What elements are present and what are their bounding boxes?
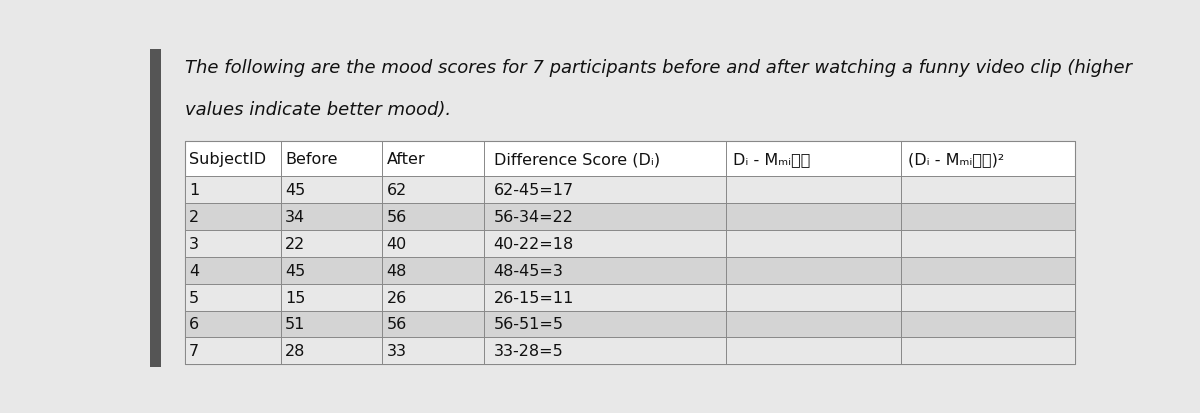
Text: 48: 48	[386, 263, 407, 278]
Text: The following are the mood scores for 7 participants before and after watching a: The following are the mood scores for 7 …	[185, 59, 1133, 77]
Text: 56-34=22: 56-34=22	[493, 209, 574, 224]
Text: 62-45=17: 62-45=17	[493, 183, 574, 197]
Bar	[185, 311, 1075, 337]
Text: 15: 15	[286, 290, 306, 305]
Text: 40-22=18: 40-22=18	[493, 236, 574, 251]
Text: 62: 62	[386, 183, 407, 197]
Text: 1: 1	[190, 183, 199, 197]
Text: 5: 5	[190, 290, 199, 305]
Bar	[185, 204, 1075, 230]
Text: 48-45=3: 48-45=3	[493, 263, 564, 278]
Text: 7: 7	[190, 344, 199, 358]
Bar	[150, 50, 161, 368]
Text: 34: 34	[286, 209, 305, 224]
Text: 2: 2	[190, 209, 199, 224]
Text: Before: Before	[286, 152, 337, 167]
Text: (Dᵢ - Mₘᵢᵯᵯ)²: (Dᵢ - Mₘᵢᵯᵯ)²	[907, 152, 1004, 167]
Text: 45: 45	[286, 183, 306, 197]
Text: 40: 40	[386, 236, 407, 251]
Text: SubjectID: SubjectID	[190, 152, 266, 167]
Text: Difference Score (Dᵢ): Difference Score (Dᵢ)	[493, 152, 660, 167]
Bar	[185, 257, 1075, 284]
Bar	[185, 337, 1075, 364]
Text: 3: 3	[190, 236, 199, 251]
Text: 45: 45	[286, 263, 306, 278]
Text: After: After	[386, 152, 425, 167]
Text: 28: 28	[286, 344, 306, 358]
Text: values indicate better mood).: values indicate better mood).	[185, 100, 451, 119]
Text: 4: 4	[190, 263, 199, 278]
Bar	[185, 177, 1075, 204]
Text: 51: 51	[286, 317, 306, 332]
Text: Dᵢ - Mₘᵢᵯᵯ: Dᵢ - Mₘᵢᵯᵯ	[733, 152, 810, 167]
Text: 6: 6	[190, 317, 199, 332]
Text: 22: 22	[286, 236, 306, 251]
Text: 33: 33	[386, 344, 407, 358]
Text: 56: 56	[386, 317, 407, 332]
Text: 26-15=11: 26-15=11	[493, 290, 574, 305]
Text: 56: 56	[386, 209, 407, 224]
Bar	[185, 230, 1075, 257]
Text: 26: 26	[386, 290, 407, 305]
Text: 56-51=5: 56-51=5	[493, 317, 564, 332]
Bar	[185, 142, 1075, 364]
Text: 33-28=5: 33-28=5	[493, 344, 563, 358]
Bar	[185, 284, 1075, 311]
